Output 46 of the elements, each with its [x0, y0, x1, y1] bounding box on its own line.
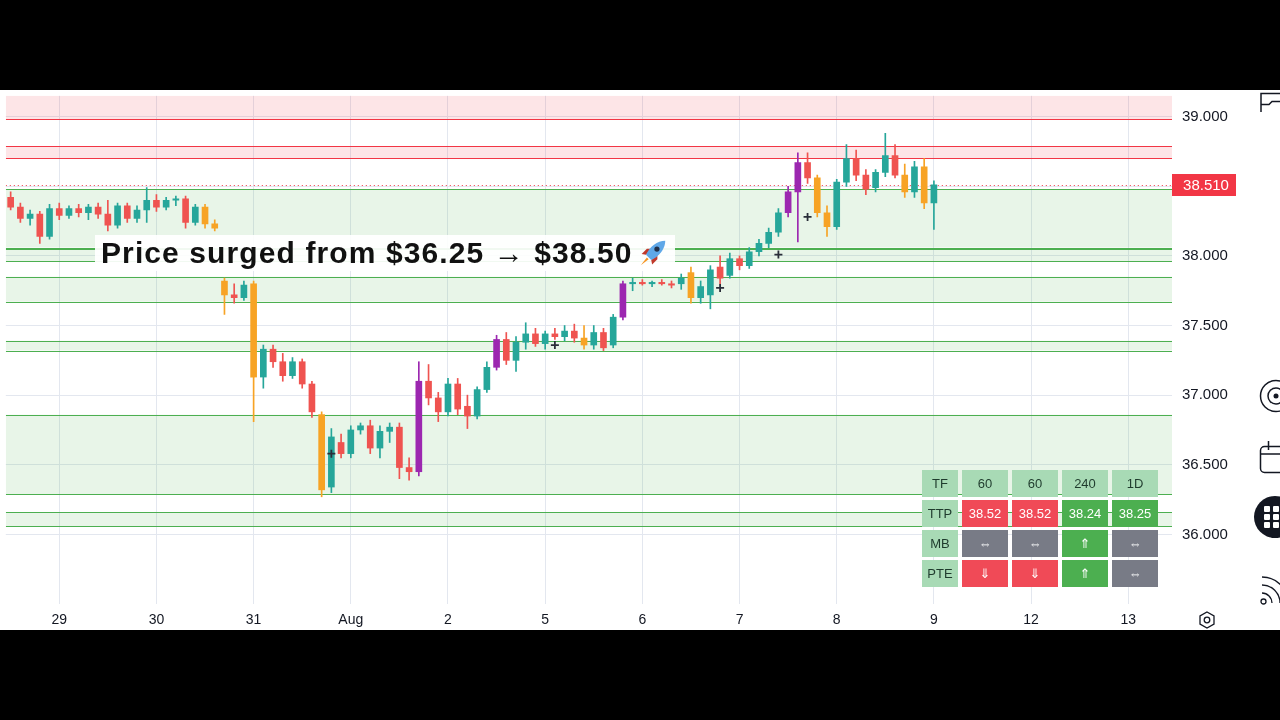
text: 240	[1074, 476, 1096, 491]
y-tick-label: 38.000	[1182, 246, 1228, 264]
y-tick-label: 36.500	[1182, 454, 1228, 472]
point	[326, 448, 337, 459]
y-tick-label: 37.500	[1182, 315, 1228, 333]
text: ⇔	[1028, 536, 1042, 551]
category-label: TTP	[927, 506, 953, 521]
candlestick	[230, 283, 238, 304]
text: 38.24	[1068, 506, 1102, 521]
x-tick-label: 30	[148, 611, 165, 628]
annotation: Price surged from $36.25 → $38.50	[101, 236, 633, 270]
x-tick-label: 6	[638, 611, 647, 628]
x-tick-label: 29	[51, 611, 68, 628]
text: 38.52	[968, 506, 1002, 521]
x-tick-label: 31	[245, 611, 262, 628]
text: ⇓	[979, 566, 991, 581]
y-tick-label: 39.000	[1182, 106, 1228, 124]
y-tick-label: 37.000	[1182, 385, 1228, 403]
text: ⇓	[1029, 566, 1041, 581]
x-tick-label: 7	[735, 611, 744, 628]
x-tick-label: 8	[832, 611, 841, 628]
text: 60	[977, 476, 993, 491]
text: 38.52	[1018, 506, 1052, 521]
ref-line-label: 38.510	[1183, 176, 1229, 194]
text: ⇔	[1128, 536, 1142, 551]
category-label: PTE	[927, 566, 953, 581]
y-tick-label: 36.000	[1182, 524, 1228, 542]
x-tick-label: 12	[1023, 611, 1040, 628]
category-label: TF	[932, 476, 948, 491]
point	[549, 340, 560, 350]
text: ⇔	[978, 536, 992, 551]
text: 38.25	[1118, 506, 1152, 521]
text: 1D	[1126, 476, 1144, 491]
x-tick-label: 9	[930, 611, 938, 628]
x-tick-label: 2	[444, 611, 453, 628]
x-tick-label: 13	[1120, 611, 1137, 628]
text: ⇑	[1079, 536, 1091, 551]
point	[715, 283, 725, 293]
candlestick	[386, 422, 393, 443]
candlestick	[405, 457, 413, 481]
x-tick-label: 5	[541, 611, 550, 628]
text: 60	[1027, 476, 1043, 491]
category-label: MB	[930, 536, 950, 551]
x-tick-label: Aug	[338, 611, 364, 628]
text: ⇔	[1128, 566, 1142, 581]
text: ⇑	[1079, 566, 1091, 581]
